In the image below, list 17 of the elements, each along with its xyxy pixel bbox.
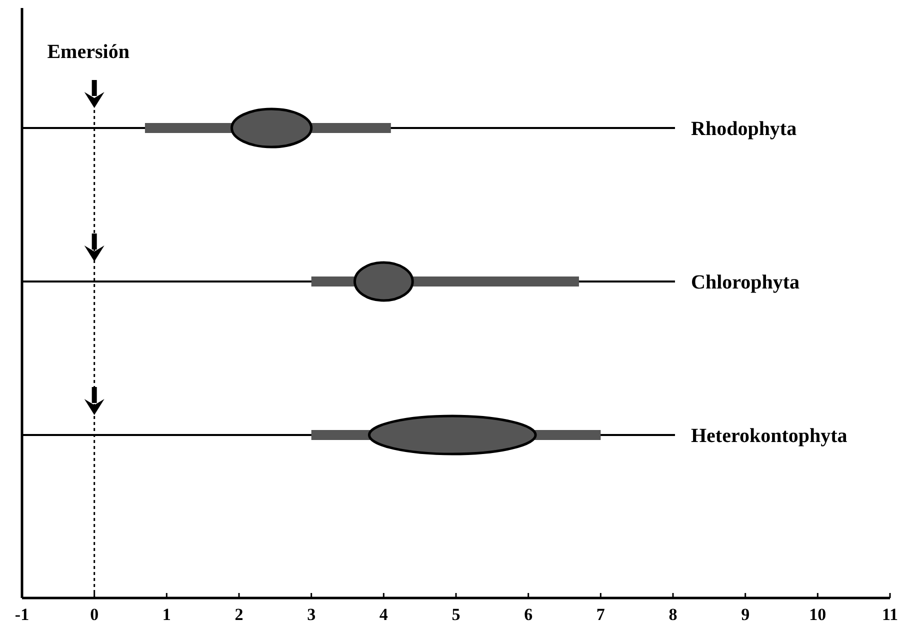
x-tick-label: 11	[882, 605, 898, 624]
x-tick-label: 1	[162, 605, 171, 624]
x-tick-label: 3	[307, 605, 316, 624]
x-tick-label: -1	[14, 605, 30, 624]
x-tick-label: 0	[90, 605, 99, 624]
x-tick-label: 6	[524, 605, 533, 624]
x-tick-label: 9	[741, 605, 750, 624]
x-tick-label: 8	[668, 605, 678, 624]
x-tick-label: 4	[379, 605, 388, 624]
y-tick-label: Chlorophyta	[691, 272, 800, 294]
y-tick-label: Rhodophyta	[691, 118, 797, 140]
x-tick-label: 5	[452, 605, 460, 624]
ref-line-label: Emersión	[47, 41, 130, 63]
x-tick-label: 7	[596, 605, 606, 624]
y-tick-label: Heterokontophyta	[691, 425, 848, 447]
x-tick-label: 10	[809, 605, 826, 624]
x-tick-label: 2	[234, 605, 244, 624]
